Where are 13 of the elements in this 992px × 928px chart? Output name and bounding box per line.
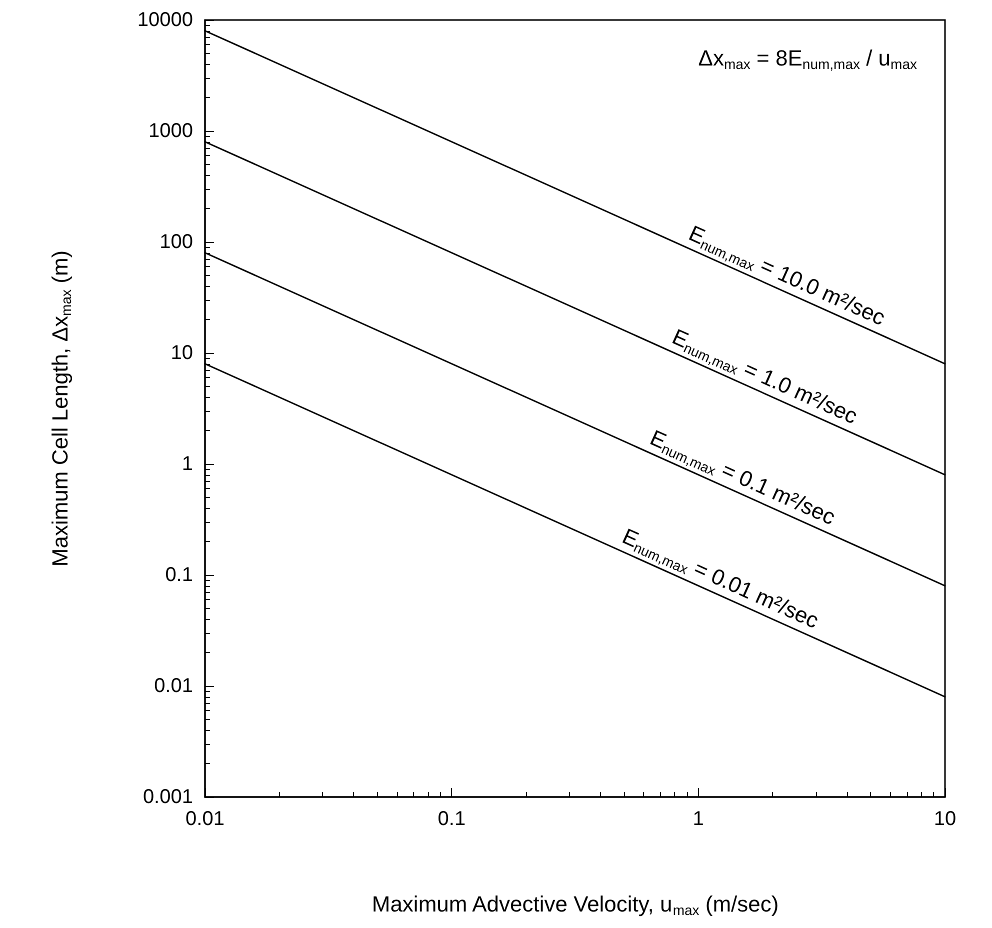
y-tick-label: 0.01 xyxy=(154,675,193,697)
y-tick-label: 10000 xyxy=(137,9,193,31)
y-tick-label: 100 xyxy=(160,231,193,253)
x-tick-label: 0.01 xyxy=(186,808,224,830)
x-tick-label: 1 xyxy=(692,808,704,830)
x-tick-label: 10 xyxy=(934,808,956,830)
y-axis-title: Maximum Cell Length, Δxmax (m) xyxy=(48,250,74,567)
y-tick-label: 1 xyxy=(182,453,193,475)
y-tick-label: 1000 xyxy=(148,120,193,142)
y-tick-label: 0.1 xyxy=(165,564,193,586)
x-tick-label: 0.1 xyxy=(438,808,466,830)
y-tick-label: 10 xyxy=(170,342,193,364)
y-tick-label: 0.001 xyxy=(142,786,193,808)
